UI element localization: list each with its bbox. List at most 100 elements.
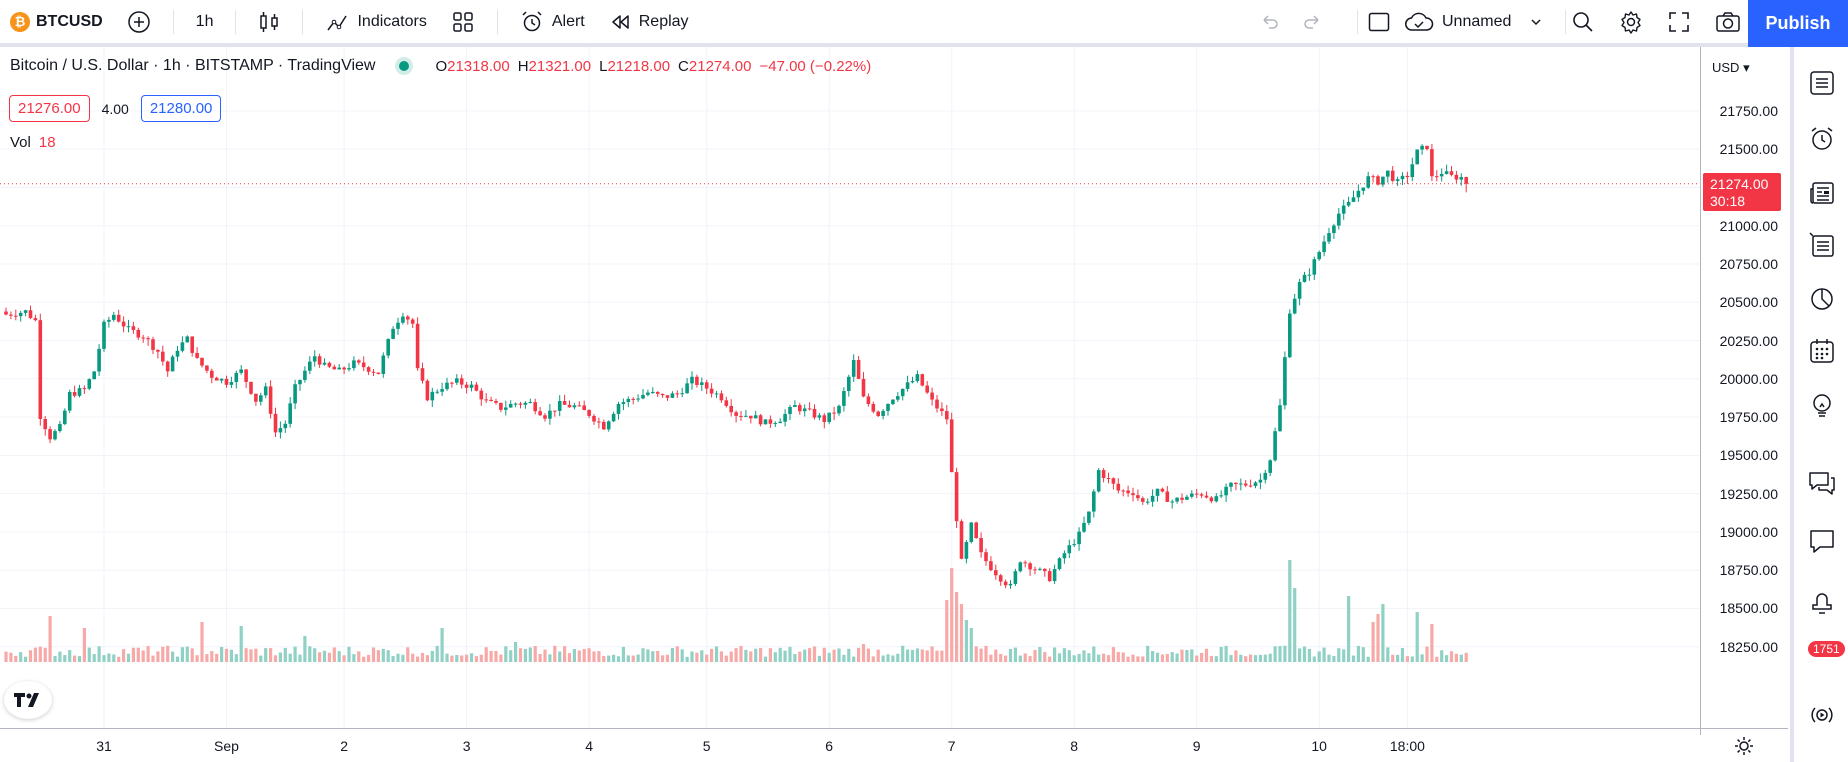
- price-scale[interactable]: USD ▾ 21750.0021500.0021250.0021000.0020…: [1700, 47, 1788, 735]
- alert-button[interactable]: Alert: [508, 0, 597, 43]
- candle-body: [778, 421, 782, 424]
- candle: [553, 410, 557, 417]
- candle: [38, 313, 43, 426]
- alarm-clock-icon[interactable]: [1806, 123, 1838, 155]
- stream-icon[interactable]: [1806, 699, 1838, 731]
- fullscreen-toggle[interactable]: [1368, 0, 1390, 43]
- candle-body: [1170, 501, 1174, 503]
- candle-body: [832, 412, 836, 414]
- candle: [646, 389, 650, 397]
- layout-save-button[interactable]: Unnamed: [1404, 0, 1543, 43]
- symbol-search-button[interactable]: BTCUSD: [36, 12, 103, 30]
- sell-price-box[interactable]: 21276.00: [9, 95, 90, 122]
- candle-body: [347, 368, 351, 370]
- chart-type-button[interactable]: [246, 0, 292, 43]
- series-title[interactable]: Bitcoin / U.S. Dollar · 1h · BITSTAMP · …: [10, 57, 376, 74]
- candle-body: [822, 415, 827, 423]
- time-scale[interactable]: 31 Sep 2 3 4 5 6 7 8 9 10 18:00: [0, 728, 1700, 762]
- volume-bar: [9, 652, 13, 662]
- data-window-icon[interactable]: [1806, 229, 1838, 261]
- candle-body: [670, 393, 675, 398]
- volume-bar: [318, 652, 322, 662]
- volume-bar: [803, 649, 807, 662]
- interval-button[interactable]: 1h: [195, 12, 214, 30]
- candle-body: [151, 339, 155, 350]
- candle: [758, 414, 763, 427]
- redo-icon[interactable]: [1302, 12, 1322, 32]
- candle: [1307, 268, 1312, 281]
- fullscreen-icon[interactable]: [1667, 10, 1691, 34]
- candle-body: [58, 424, 62, 432]
- candle-body: [758, 415, 763, 425]
- volume-label[interactable]: Vol: [10, 134, 31, 151]
- buy-price-box[interactable]: 21280.00: [140, 95, 222, 122]
- publish-button[interactable]: Publish: [1748, 0, 1848, 47]
- candle-body: [1126, 490, 1130, 494]
- candlestick-chart[interactable]: [0, 47, 1700, 728]
- candle-body: [793, 405, 797, 407]
- candle: [881, 409, 885, 420]
- time-tick-label: 3: [462, 738, 471, 754]
- volume-bar: [376, 650, 380, 662]
- candle-body: [317, 356, 322, 365]
- watchlist-icon[interactable]: [1806, 67, 1838, 99]
- volume-bar: [1209, 655, 1213, 662]
- candle-body: [592, 415, 596, 422]
- candle-body: [165, 361, 170, 372]
- candle: [381, 352, 386, 378]
- candle: [1047, 568, 1052, 582]
- candle: [773, 421, 778, 428]
- candle: [1209, 496, 1214, 504]
- candle-body: [141, 337, 145, 339]
- volume-bar: [597, 651, 601, 662]
- notification-icon[interactable]: [1806, 587, 1838, 619]
- volume-bar: [1464, 652, 1468, 662]
- volume-bar: [910, 649, 915, 662]
- volume-bar: [215, 653, 219, 662]
- scale-settings-button[interactable]: [1700, 728, 1788, 762]
- pie-chart-icon[interactable]: [1806, 283, 1838, 315]
- candle-body: [376, 372, 381, 374]
- candle-body: [1023, 562, 1027, 564]
- replay-button[interactable]: Replay: [597, 0, 701, 43]
- compare-symbol-button[interactable]: [119, 0, 163, 43]
- candle: [386, 338, 390, 359]
- candle-body: [1263, 472, 1268, 480]
- candle: [175, 345, 180, 362]
- volume-bar: [298, 654, 302, 662]
- calendar-icon[interactable]: [1806, 335, 1838, 367]
- indicators-button[interactable]: Indicators: [313, 0, 438, 43]
- camera-icon[interactable]: [1715, 10, 1741, 34]
- chart-pane[interactable]: Bitcoin / U.S. Dollar · 1h · BITSTAMP · …: [0, 47, 1700, 762]
- candle: [1096, 468, 1101, 493]
- candle-body: [1082, 522, 1086, 532]
- tradingview-logo-icon[interactable]: [4, 681, 52, 719]
- candle-body: [366, 367, 371, 372]
- volume-bar: [244, 648, 248, 662]
- volume-bar: [87, 647, 91, 662]
- currency-selector[interactable]: USD ▾: [1712, 60, 1750, 75]
- templates-button[interactable]: [439, 0, 487, 43]
- time-tick-label: 2: [340, 738, 348, 754]
- gear-icon[interactable]: [1619, 10, 1643, 34]
- candle: [1160, 487, 1165, 493]
- message-icon[interactable]: [1806, 525, 1838, 557]
- lightbulb-icon[interactable]: [1806, 389, 1838, 421]
- candle-body: [1346, 201, 1351, 206]
- search-icon[interactable]: [1571, 10, 1595, 34]
- news-icon[interactable]: [1806, 177, 1838, 209]
- time-tick-label: 6: [825, 738, 834, 754]
- candle: [807, 402, 812, 411]
- price-tick-label: 18250.00: [1719, 638, 1778, 655]
- volume-bar: [450, 655, 454, 662]
- candle-body: [288, 403, 292, 424]
- candle: [1268, 459, 1272, 477]
- candle: [945, 405, 949, 425]
- chat-icon[interactable]: [1806, 467, 1838, 499]
- candle-body: [401, 316, 405, 323]
- volume-bar: [945, 600, 949, 662]
- candle-body: [641, 394, 645, 399]
- candle: [308, 356, 312, 375]
- volume-bar: [14, 655, 18, 662]
- undo-icon[interactable]: [1260, 12, 1280, 32]
